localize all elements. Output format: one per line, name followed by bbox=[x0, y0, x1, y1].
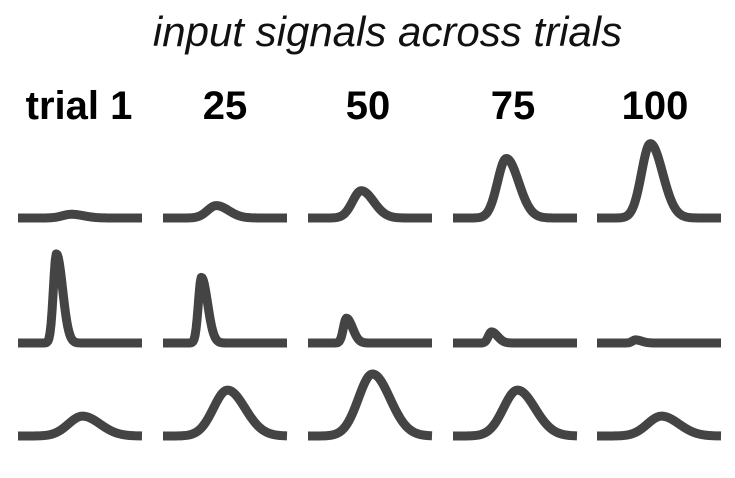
signal-trace-row-1-col-2 bbox=[159, 201, 291, 223]
column-label-75: 75 bbox=[490, 84, 536, 128]
signal-trace-row-3-col-3 bbox=[304, 369, 436, 441]
signal-trace-row-2-col-4 bbox=[449, 327, 581, 348]
signal-trace-row-1-col-3 bbox=[304, 186, 436, 223]
signal-trace-row-2-col-1 bbox=[14, 249, 146, 348]
signal-trace-row-3-col-5 bbox=[593, 411, 725, 441]
signal-trace-row-1-col-4 bbox=[449, 154, 581, 223]
column-label-50: 50 bbox=[345, 84, 391, 128]
signal-trace-row-1-col-5 bbox=[593, 139, 725, 223]
signal-trace-row-3-col-4 bbox=[449, 385, 581, 441]
column-label-25: 25 bbox=[202, 84, 248, 128]
signal-trace-row-3-col-2 bbox=[159, 385, 291, 441]
signal-trace-row-3-col-1 bbox=[14, 411, 146, 441]
column-label-trial-1: trial 1 bbox=[25, 84, 133, 128]
page-title: input signals across trials bbox=[152, 8, 623, 55]
column-label-100: 100 bbox=[621, 84, 689, 128]
signal-trace-row-1-col-1 bbox=[14, 209, 146, 223]
signal-trace-row-2-col-5 bbox=[593, 335, 725, 348]
signal-trace-row-2-col-2 bbox=[159, 272, 291, 348]
signal-trace-row-2-col-3 bbox=[304, 313, 436, 348]
